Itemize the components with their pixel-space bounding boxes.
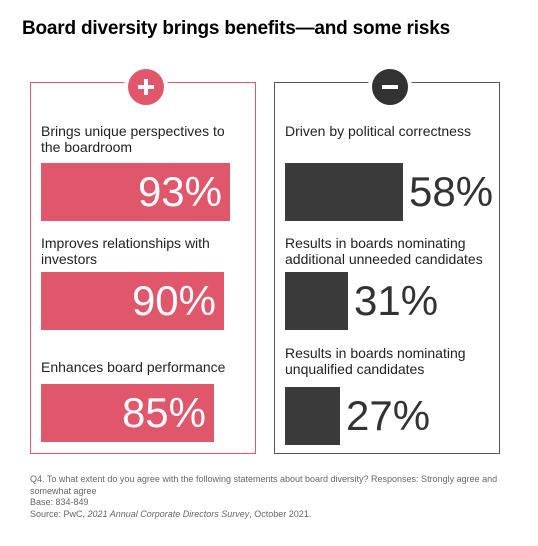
risk-bar-2 [285,272,348,330]
benefit-bar-2 [41,272,224,330]
benefit-label-3: Enhances board performance [41,359,226,375]
footnote-source: Source: PwC, 2021 Annual Corporate Direc… [30,508,312,519]
risk-value-2: 31% [354,277,439,324]
footnote: Q4. To what extent do you agree with the… [30,474,510,520]
risk-label-2: Results in boards nominating additional … [285,235,483,267]
benefit-value-1: 93% [137,168,222,215]
benefit-label-2: Improves relationships with investors [41,235,210,267]
benefit-bar-1 [41,163,230,221]
minus-icon [368,65,412,109]
benefit-value-3: 85% [121,389,206,436]
risk-label-1: Driven by political correctness [285,123,471,139]
footnote-question: Q4. To what extent do you agree with the… [30,474,498,496]
risk-bar-1 [285,163,403,221]
benefit-value-2: 90% [131,277,216,324]
risk-value-3: 27% [346,392,431,439]
risk-value-1: 58% [409,168,494,215]
footnote-base: Base: 834-849 [30,497,89,507]
benefit-bar-3 [41,384,214,442]
risks-panel: Driven by political correctness 58% Resu… [274,65,500,454]
risk-bar-3 [285,387,340,445]
risk-label-3: Results in boards nominating unqualified… [285,345,466,377]
benefit-label-1: Brings unique perspectives to the boardr… [41,123,225,155]
chart-title: Board diversity brings benefits—and some… [22,18,450,39]
benefits-panel: Brings unique perspectives to the boardr… [30,65,256,454]
plus-icon [124,65,168,109]
